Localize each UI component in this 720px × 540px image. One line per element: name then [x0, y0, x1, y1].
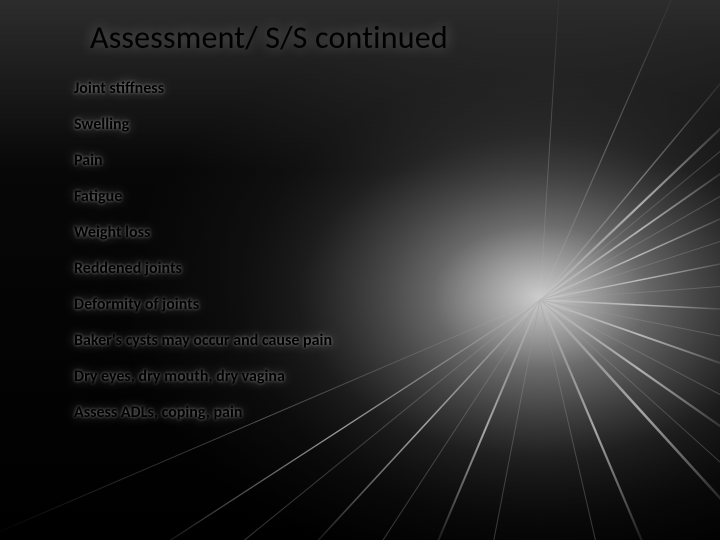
slide-title: Assessment/ S/S continued — [0, 18, 720, 57]
list-item: Pain — [74, 151, 720, 171]
list-item: Dry eyes, dry mouth, dry vagina — [74, 367, 720, 387]
list-item: Assess ADLs, coping, pain — [74, 403, 720, 423]
list-item: Baker's cysts may occur and cause pain — [74, 331, 720, 351]
list-item: Deformity of joints — [74, 295, 720, 315]
bullet-list: Joint stiffness Swelling Pain Fatigue We… — [0, 79, 720, 423]
list-item: Swelling — [74, 115, 720, 135]
list-item: Joint stiffness — [74, 79, 720, 99]
slide-content: Assessment/ S/S continued Joint stiffnes… — [0, 0, 720, 540]
list-item: Reddened joints — [74, 259, 720, 279]
list-item: Fatigue — [74, 187, 720, 207]
list-item: Weight loss — [74, 223, 720, 243]
